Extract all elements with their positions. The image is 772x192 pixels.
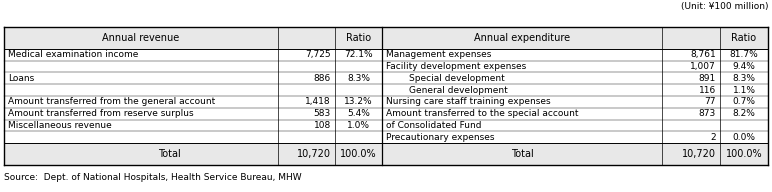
Text: 13.2%: 13.2% <box>344 97 373 106</box>
Text: Amount transferred from the general account: Amount transferred from the general acco… <box>8 97 215 106</box>
Text: Facility development expenses: Facility development expenses <box>386 62 527 71</box>
Text: 1.0%: 1.0% <box>347 121 370 130</box>
Text: 1.1%: 1.1% <box>733 86 756 95</box>
Text: Medical examination income: Medical examination income <box>8 50 138 59</box>
Text: Management expenses: Management expenses <box>386 50 491 59</box>
Text: 81.7%: 81.7% <box>730 50 758 59</box>
Text: 10,720: 10,720 <box>297 149 331 159</box>
Bar <box>4 27 382 49</box>
Text: 5.4%: 5.4% <box>347 109 370 118</box>
Text: Ratio: Ratio <box>346 33 371 43</box>
Text: 1,007: 1,007 <box>690 62 716 71</box>
Text: Precautionary expenses: Precautionary expenses <box>386 133 495 142</box>
Text: Annual revenue: Annual revenue <box>103 33 180 43</box>
Text: Source:  Dept. of National Hospitals, Health Service Bureau, MHW: Source: Dept. of National Hospitals, Hea… <box>4 173 302 182</box>
Text: 108: 108 <box>313 121 331 130</box>
Text: 886: 886 <box>313 74 331 83</box>
Text: 116: 116 <box>699 86 716 95</box>
Text: Total: Total <box>511 149 533 159</box>
Text: 77: 77 <box>705 97 716 106</box>
Text: General development: General development <box>386 86 508 95</box>
Text: of Consolidated Fund: of Consolidated Fund <box>386 121 482 130</box>
Text: 891: 891 <box>699 74 716 83</box>
Text: 583: 583 <box>313 109 331 118</box>
Text: 0.7%: 0.7% <box>733 97 756 106</box>
Text: 100.0%: 100.0% <box>340 149 377 159</box>
Bar <box>4 27 768 165</box>
Text: 8.3%: 8.3% <box>733 74 756 83</box>
Bar <box>4 143 382 165</box>
Bar <box>382 143 768 165</box>
Text: 8.2%: 8.2% <box>733 109 756 118</box>
Text: 1,418: 1,418 <box>306 97 331 106</box>
Text: 0.0%: 0.0% <box>733 133 756 142</box>
Text: Amount transferred from reserve surplus: Amount transferred from reserve surplus <box>8 109 193 118</box>
Text: Annual expenditure: Annual expenditure <box>474 33 571 43</box>
Text: 9.4%: 9.4% <box>733 62 756 71</box>
Text: Loans: Loans <box>8 74 34 83</box>
Text: 8,761: 8,761 <box>690 50 716 59</box>
Text: Amount transferred to the special account: Amount transferred to the special accoun… <box>386 109 578 118</box>
Text: Nursing care staff training expenses: Nursing care staff training expenses <box>386 97 550 106</box>
Text: 10,720: 10,720 <box>682 149 716 159</box>
Text: (Unit: ¥100 million): (Unit: ¥100 million) <box>681 2 768 11</box>
Text: 8.3%: 8.3% <box>347 74 370 83</box>
Text: Ratio: Ratio <box>731 33 757 43</box>
Text: 2: 2 <box>710 133 716 142</box>
Text: 873: 873 <box>699 109 716 118</box>
Text: Special development: Special development <box>386 74 505 83</box>
Text: 72.1%: 72.1% <box>344 50 373 59</box>
Bar <box>382 27 768 49</box>
Text: Miscellaneous revenue: Miscellaneous revenue <box>8 121 111 130</box>
Text: 7,725: 7,725 <box>306 50 331 59</box>
Text: Total: Total <box>158 149 181 159</box>
Text: 100.0%: 100.0% <box>726 149 762 159</box>
